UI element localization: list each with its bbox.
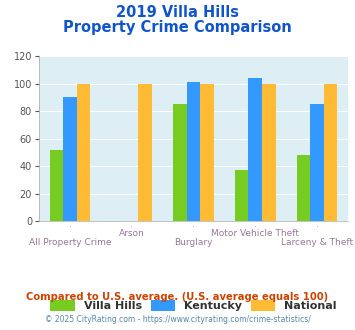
Text: Motor Vehicle Theft: Motor Vehicle Theft xyxy=(211,229,299,238)
Bar xyxy=(262,83,275,221)
Text: All Property Crime: All Property Crime xyxy=(29,238,111,247)
Bar xyxy=(187,82,200,221)
Bar xyxy=(324,83,337,221)
Bar xyxy=(77,83,90,221)
Bar xyxy=(50,149,63,221)
Bar xyxy=(173,104,187,221)
Text: © 2025 CityRating.com - https://www.cityrating.com/crime-statistics/: © 2025 CityRating.com - https://www.city… xyxy=(45,315,310,324)
Text: Arson: Arson xyxy=(119,229,144,238)
Bar xyxy=(297,155,310,221)
Bar xyxy=(200,83,214,221)
Bar xyxy=(235,170,248,221)
Text: Larceny & Theft: Larceny & Theft xyxy=(281,238,353,247)
Text: Burglary: Burglary xyxy=(174,238,213,247)
Text: Property Crime Comparison: Property Crime Comparison xyxy=(63,20,292,35)
Text: Compared to U.S. average. (U.S. average equals 100): Compared to U.S. average. (U.S. average … xyxy=(26,292,329,302)
Legend: Villa Hills, Kentucky, National: Villa Hills, Kentucky, National xyxy=(47,297,340,314)
Bar xyxy=(310,104,324,221)
Bar xyxy=(63,97,77,221)
Bar xyxy=(248,78,262,221)
Text: 2019 Villa Hills: 2019 Villa Hills xyxy=(116,5,239,20)
Bar xyxy=(138,83,152,221)
